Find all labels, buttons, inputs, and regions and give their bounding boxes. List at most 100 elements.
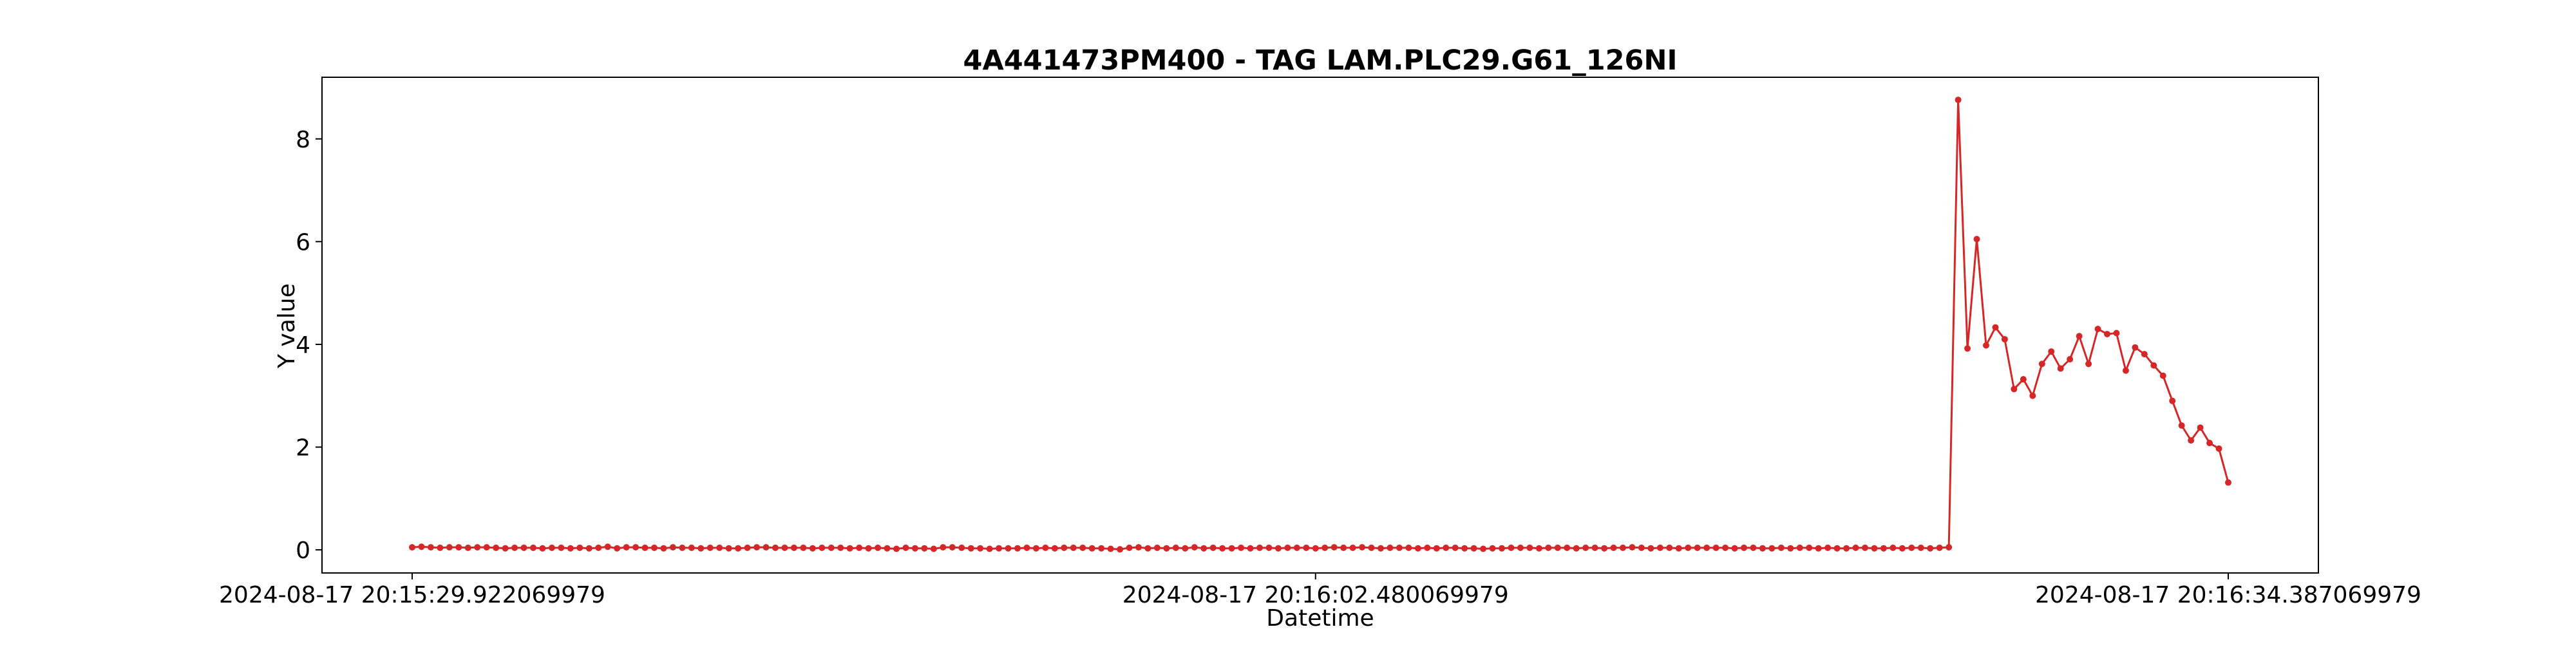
data-point <box>1303 544 1310 551</box>
data-point <box>893 545 900 552</box>
data-point <box>1871 545 1878 552</box>
data-point <box>735 545 742 552</box>
data-point <box>1368 544 1375 551</box>
data-point <box>1331 544 1338 551</box>
data-point <box>1061 544 1068 551</box>
data-point <box>2029 392 2036 399</box>
data-point <box>1349 544 1356 551</box>
data-point <box>1777 544 1785 551</box>
data-point <box>1973 236 1980 243</box>
data-point <box>1629 544 1636 551</box>
data-point <box>1768 545 1776 552</box>
data-point <box>1321 544 1329 551</box>
data-point <box>1927 545 1934 552</box>
data-point <box>1238 544 1245 551</box>
data-point <box>1284 544 1291 551</box>
x-tick-label: 2024-08-17 20:15:29.922069979 <box>219 582 605 608</box>
data-point <box>2067 356 2074 363</box>
data-point <box>1014 545 1021 552</box>
data-point <box>1209 544 1217 551</box>
data-point <box>1117 546 1124 553</box>
data-point <box>1070 544 1077 551</box>
data-point <box>2038 361 2045 368</box>
y-tick-label: 8 <box>296 127 310 153</box>
data-point <box>632 544 639 551</box>
data-point <box>2113 330 2120 337</box>
data-point <box>1508 544 1515 551</box>
data-point <box>884 545 891 552</box>
data-point <box>437 544 444 551</box>
series-line <box>412 100 2230 550</box>
data-point <box>1787 545 1794 552</box>
data-point <box>1405 544 1412 551</box>
data-point <box>911 545 918 552</box>
x-tick-label: 2024-08-17 20:16:02.480069979 <box>1122 582 1509 608</box>
y-axis-label: Y value <box>274 283 300 369</box>
data-point <box>1079 544 1086 551</box>
data-point <box>1499 545 1505 552</box>
data-point <box>819 544 826 551</box>
data-point <box>1824 544 1832 551</box>
data-point <box>977 545 984 552</box>
data-point <box>1005 545 1012 552</box>
data-point <box>1685 544 1692 551</box>
data-point <box>1098 545 1105 552</box>
data-point <box>1796 544 1803 551</box>
data-point <box>716 544 723 551</box>
data-point <box>2169 397 2176 404</box>
data-point <box>1899 545 1906 552</box>
data-point <box>706 544 714 551</box>
data-point <box>520 544 527 551</box>
data-point <box>1219 545 1226 552</box>
data-point <box>809 545 816 552</box>
data-point <box>446 544 453 551</box>
data-point <box>1228 545 1235 552</box>
data-point <box>1387 544 1394 551</box>
data-point <box>585 545 592 552</box>
data-point <box>2094 325 2101 332</box>
data-point <box>1526 544 1533 551</box>
data-point <box>1135 544 1142 551</box>
data-point <box>1293 544 1300 551</box>
x-axis-label: Datetime <box>1266 605 1374 632</box>
data-point <box>679 544 686 551</box>
data-point <box>418 543 425 550</box>
data-point <box>1656 544 1663 551</box>
data-point <box>530 544 536 551</box>
data-point <box>2215 445 2222 452</box>
data-point <box>930 545 937 552</box>
data-point <box>2150 362 2157 369</box>
data-point <box>2197 424 2204 431</box>
y-tick-label: 0 <box>296 538 310 564</box>
data-point <box>614 545 621 552</box>
chart-title: 4A441473PM400 - TAG LAM.PLC29.G61_126NI <box>963 44 1678 77</box>
data-point <box>1880 545 1887 552</box>
data-point <box>1889 544 1897 551</box>
data-point <box>539 545 546 552</box>
data-point <box>1694 544 1701 551</box>
data-point <box>2159 372 2166 379</box>
y-tick-label: 4 <box>296 332 310 359</box>
data-point <box>1312 545 1319 552</box>
data-point <box>1638 544 1645 551</box>
data-point <box>1042 544 1049 551</box>
data-point <box>697 545 705 552</box>
data-point <box>1843 545 1850 552</box>
data-point <box>1424 544 1431 551</box>
data-point <box>1163 545 1170 552</box>
data-point <box>1601 545 1608 552</box>
data-point <box>651 544 658 551</box>
data-point <box>1480 545 1487 552</box>
data-point <box>1489 545 1496 552</box>
data-point <box>567 545 574 552</box>
data-point <box>1256 544 1263 551</box>
data-point <box>2076 333 2083 340</box>
data-point <box>1144 545 1151 552</box>
data-point <box>1610 544 1617 551</box>
data-point <box>837 544 844 551</box>
data-point <box>1983 342 1989 349</box>
data-point <box>548 544 555 551</box>
data-point <box>1433 545 1440 552</box>
